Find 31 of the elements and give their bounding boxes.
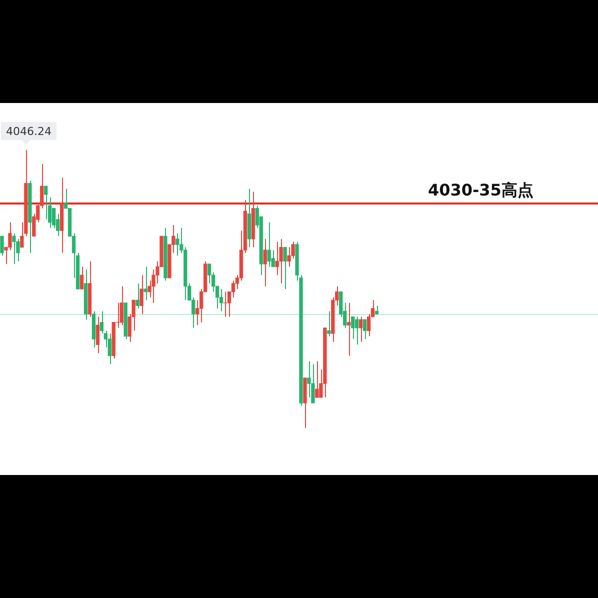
candlestick: [96, 316, 100, 354]
candlestick: [120, 286, 124, 326]
candlestick: [44, 186, 48, 220]
candlestick: [140, 274, 144, 315]
text: 4046.24: [6, 124, 52, 138]
candlestick: [136, 282, 140, 309]
candlestick: [315, 360, 319, 398]
candlestick: [176, 232, 180, 256]
candlestick: [287, 246, 291, 268]
candlestick: [144, 266, 148, 301]
candlestick: [12, 232, 16, 264]
candlestick: [327, 310, 331, 337]
candlestick: [311, 364, 315, 404]
candlestick: [48, 196, 52, 228]
candlestick: [350, 316, 355, 340]
ref-line-label: 4030-35高点: [428, 180, 534, 200]
candlestick: [358, 316, 363, 342]
candlestick: [8, 222, 12, 251]
candlestick: [362, 319, 367, 340]
candlestick: [267, 222, 271, 268]
candlestick: [219, 288, 224, 312]
candlestick: [279, 238, 283, 284]
candlestick: [275, 241, 279, 276]
candlestick: [263, 238, 267, 287]
candlestick: [347, 302, 351, 356]
candlestick: [80, 266, 84, 290]
candlestick: [0, 236, 4, 256]
candlestick: [283, 246, 287, 290]
candlestick: [207, 263, 212, 284]
candlestick: [354, 316, 359, 346]
candlestick: [108, 332, 112, 365]
